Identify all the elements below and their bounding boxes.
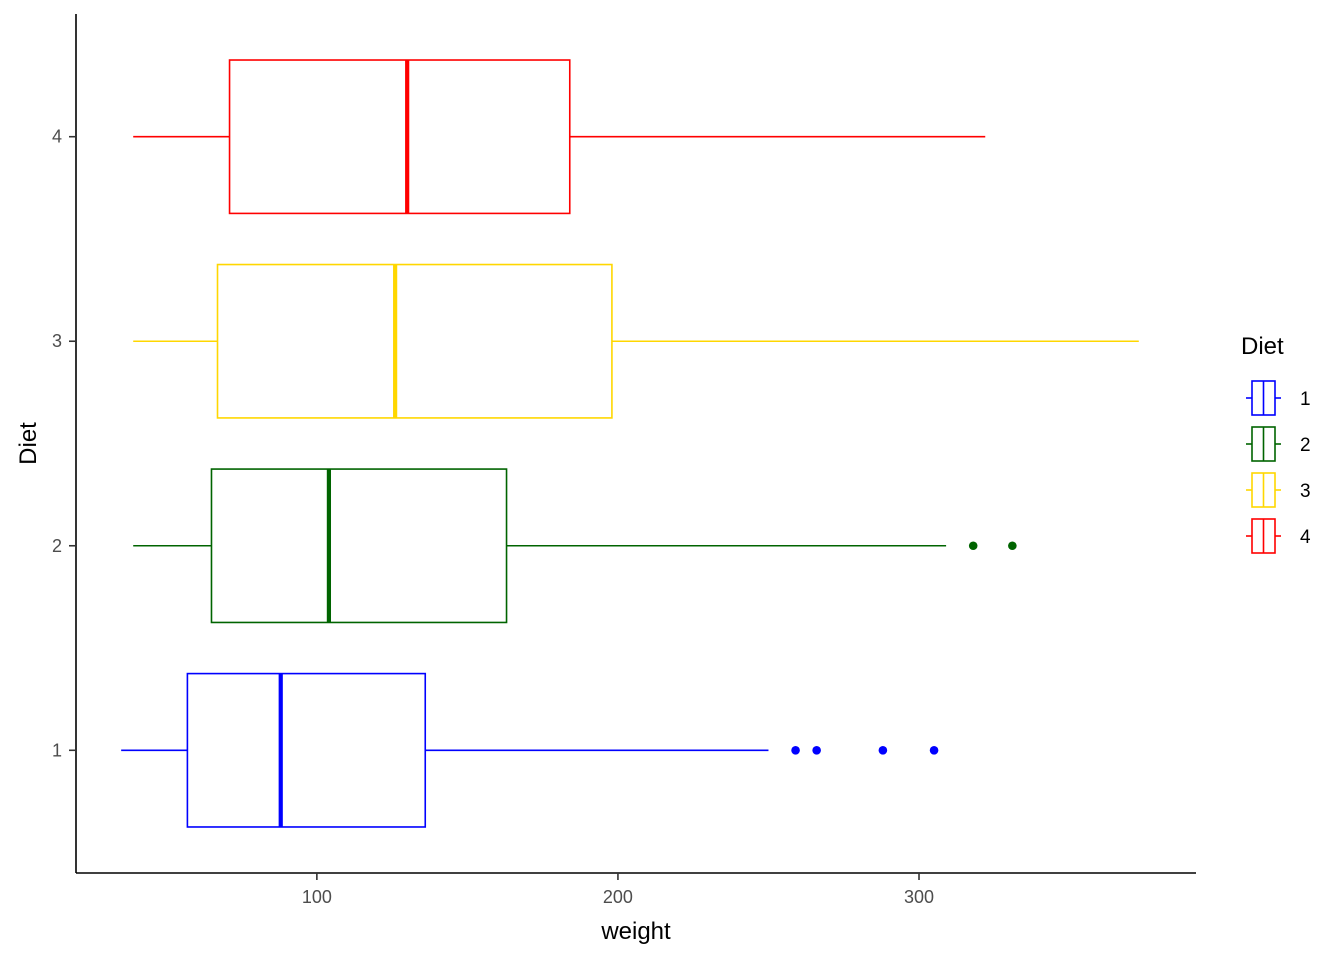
y-tick-label: 3 <box>52 331 62 351</box>
iqr-box <box>210 468 508 624</box>
outlier-point <box>878 745 888 755</box>
outlier-point <box>791 745 800 755</box>
box-diet-2 <box>133 468 1017 624</box>
legend-item-2: 2 <box>1246 426 1311 462</box>
y-tick-label: 4 <box>52 127 62 147</box>
legend-label: 4 <box>1300 527 1311 548</box>
legend-item-1: 1 <box>1246 380 1311 416</box>
legend-label: 2 <box>1300 435 1311 456</box>
outlier-point <box>929 745 939 755</box>
x-axis-ticks: 100 200 300 <box>302 873 934 907</box>
iqr-box <box>228 59 571 215</box>
plot-area <box>121 59 1139 828</box>
iqr-box <box>186 672 427 828</box>
y-axis-ticks: 1 2 3 4 <box>52 127 76 760</box>
x-tick-label: 300 <box>904 887 934 907</box>
outlier-point <box>1008 541 1017 551</box>
legend-key <box>1246 472 1281 508</box>
y-tick-label: 1 <box>52 740 62 760</box>
outlier-point <box>968 541 978 551</box>
x-tick-label: 100 <box>302 887 332 907</box>
legend-key <box>1246 380 1281 416</box>
legend-title: Diet <box>1241 333 1284 360</box>
y-tick-label: 2 <box>52 536 62 556</box>
outlier-point <box>812 745 821 755</box>
legend-item-4: 4 <box>1246 518 1311 554</box>
y-axis-title: Diet <box>15 422 42 465</box>
legend-key <box>1246 518 1281 554</box>
x-tick-label: 200 <box>603 887 633 907</box>
legend-item-3: 3 <box>1246 472 1311 508</box>
x-axis-title: weight <box>600 918 671 945</box>
box-diet-1 <box>121 672 939 828</box>
legend-label: 1 <box>1300 389 1311 410</box>
box-diet-4 <box>133 59 986 215</box>
legend-key <box>1246 426 1281 462</box>
legend: Diet 1 2 3 4 <box>1241 333 1311 554</box>
legend-label: 3 <box>1300 481 1311 502</box>
box-diet-3 <box>133 263 1139 419</box>
iqr-box <box>216 263 613 419</box>
